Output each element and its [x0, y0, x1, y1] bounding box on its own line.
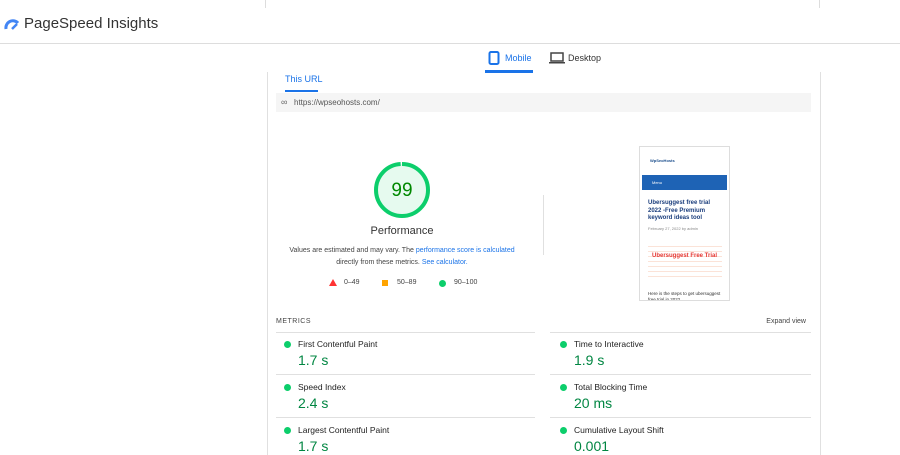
- url-bar: [276, 93, 811, 112]
- status-dot: [560, 427, 567, 434]
- score-label: Performance: [370, 225, 434, 237]
- separator: [276, 374, 535, 375]
- legend-label: 90–100: [454, 279, 478, 286]
- status-dot: [284, 427, 291, 434]
- divider: [543, 195, 544, 255]
- metric-name: Total Blocking Time: [574, 382, 648, 392]
- separator: [276, 417, 535, 418]
- tab-indicator: [485, 70, 533, 73]
- status-dot: [560, 384, 567, 391]
- legend-label: 0–49: [344, 279, 360, 286]
- metric-value: 2.4 s: [298, 395, 329, 411]
- app-title: PageSpeed Insights: [24, 15, 159, 32]
- preview-image-text: Ubersuggest Free Trial: [652, 253, 718, 259]
- score: 99: [391, 180, 412, 201]
- separator: [550, 332, 811, 333]
- metric-value: 1.9 s: [574, 352, 605, 368]
- logo: [4, 19, 20, 30]
- metric-name: First Contentful Paint: [298, 339, 378, 349]
- mobile-icon: [488, 51, 500, 65]
- tab[interactable]: Desktop: [568, 53, 602, 63]
- metric-value: 1.7 s: [298, 352, 329, 368]
- link[interactable]: See calculator.: [421, 259, 468, 266]
- divider: [819, 0, 820, 8]
- legend-average-icon: [382, 280, 388, 286]
- preview-date: February 27, 2022 by admin: [648, 226, 699, 231]
- metric-name: Speed Index: [298, 382, 346, 392]
- metric-value: 1.7 s: [298, 438, 329, 454]
- metrics-title: METRICS: [276, 318, 311, 325]
- subtab-indicator: [285, 90, 318, 92]
- legend-fail-icon: [329, 279, 337, 286]
- note-text: directly from these metrics.: [336, 259, 422, 266]
- divider: [265, 0, 266, 8]
- preview-image: [648, 242, 722, 280]
- separator: [276, 332, 535, 333]
- score-gauge: 99: [374, 162, 430, 218]
- panel-border: [267, 72, 268, 455]
- panel-border: [820, 72, 821, 455]
- preview-headline: Ubersuggest free trial 2022 -Free Premiu…: [648, 200, 711, 221]
- subtab[interactable]: This URL: [285, 74, 323, 84]
- preview-body: Here is the steps to get ubersuggest fre…: [648, 291, 721, 301]
- status-dot: [560, 341, 567, 348]
- gauge-fill: [376, 164, 428, 216]
- link[interactable]: performance score is calculated: [415, 247, 515, 254]
- status-dot: [284, 341, 291, 348]
- metric-value: 0.001: [574, 438, 610, 454]
- url: https://wpseohosts.com/: [294, 98, 380, 107]
- desktop-icon: [549, 52, 565, 64]
- header-border: [0, 43, 900, 44]
- metric-name: Time to Interactive: [574, 339, 644, 349]
- link-icon: ∞: [281, 97, 288, 107]
- expand-view[interactable]: Expand view: [766, 318, 806, 325]
- note: Values are estimated and may vary. The p…: [252, 245, 552, 269]
- metric-value: 20 ms: [574, 395, 613, 411]
- separator: [550, 374, 811, 375]
- page-preview: WpSeoHosts Menu Ubersuggest free trial 2…: [639, 146, 730, 301]
- gauge-arc: [374, 162, 430, 218]
- status-dot: [284, 384, 291, 391]
- metric-name: Largest Contentful Paint: [298, 425, 390, 435]
- preview-nav: [642, 175, 727, 190]
- metric-name: Cumulative Layout Shift: [574, 425, 664, 435]
- separator: [550, 417, 811, 418]
- preview-menu: Menu: [652, 180, 663, 185]
- tab[interactable]: Mobile: [505, 53, 532, 63]
- preview-site: WpSeoHosts: [650, 158, 675, 163]
- legend-label: 50–89: [397, 279, 417, 286]
- note-text: Values are estimated and may vary. The: [289, 247, 416, 254]
- legend-pass-icon: [439, 280, 446, 287]
